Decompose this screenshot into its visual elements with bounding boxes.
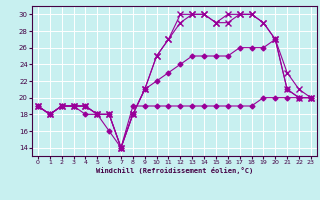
X-axis label: Windchill (Refroidissement éolien,°C): Windchill (Refroidissement éolien,°C): [96, 167, 253, 174]
